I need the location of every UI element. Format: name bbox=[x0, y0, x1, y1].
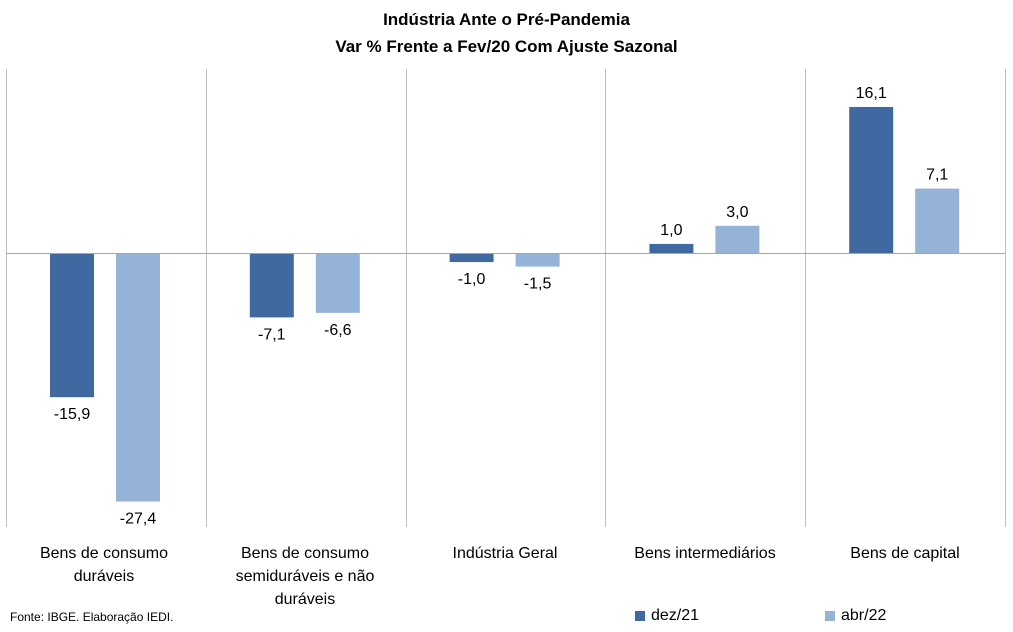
legend-label-dez21: dez/21 bbox=[651, 607, 700, 624]
bar-abr22-1 bbox=[315, 253, 360, 313]
data-label-dez21-0: -15,9 bbox=[54, 406, 91, 423]
bar-abr22-0 bbox=[116, 253, 160, 502]
bar-dez21-3 bbox=[649, 243, 694, 253]
category-label-bens-semiduraveis: Bens de consumo semiduráveis e não duráv… bbox=[235, 545, 375, 608]
bar-dez21-4 bbox=[849, 106, 894, 254]
data-label-dez21-1: -7,1 bbox=[258, 326, 286, 343]
data-label-abr22-3: 3,0 bbox=[726, 204, 748, 221]
legend-label-abr22: abr/22 bbox=[841, 607, 887, 624]
data-label-abr22-0: -27,4 bbox=[120, 511, 157, 528]
bar-abr22-3 bbox=[715, 225, 760, 253]
chart-subtitle: Var % Frente a Fev/20 Com Ajuste Sazonal bbox=[335, 37, 678, 56]
data-label-abr22-2: -1,5 bbox=[524, 276, 552, 293]
data-label-abr22-4: 7,1 bbox=[926, 167, 948, 184]
data-label-dez21-3: 1,0 bbox=[660, 222, 682, 239]
bar-abr22-4 bbox=[915, 188, 960, 253]
source-note: Fonte: IBGE. Elaboração IEDI. bbox=[10, 610, 174, 624]
bar-dez21-2 bbox=[449, 253, 494, 263]
legend-swatch-dez21 bbox=[635, 611, 645, 621]
bar-abr22-2 bbox=[515, 253, 560, 267]
legend-item-abr22: abr/22 bbox=[825, 607, 886, 625]
category-label-bens-de-capital: Bens de capital bbox=[850, 545, 960, 562]
bar-dez21-0 bbox=[50, 253, 94, 398]
category-label-industria-geral: Indústria Geral bbox=[452, 545, 558, 562]
data-label-abr22-1: -6,6 bbox=[324, 322, 352, 339]
category-label-bens-intermediarios: Bens intermediários bbox=[634, 545, 776, 562]
chart-title: Indústria Ante o Pré-Pandemia bbox=[383, 10, 630, 29]
bar-dez21-1 bbox=[249, 253, 294, 318]
data-label-dez21-4: 16,1 bbox=[856, 85, 887, 102]
data-label-dez21-2: -1,0 bbox=[458, 271, 486, 288]
category-label-bens-de-consumo-duraveis: Bens de consumo duráveis bbox=[39, 545, 169, 585]
legend-item-dez21: dez/21 bbox=[635, 607, 699, 625]
legend-swatch-abr22 bbox=[825, 611, 835, 621]
